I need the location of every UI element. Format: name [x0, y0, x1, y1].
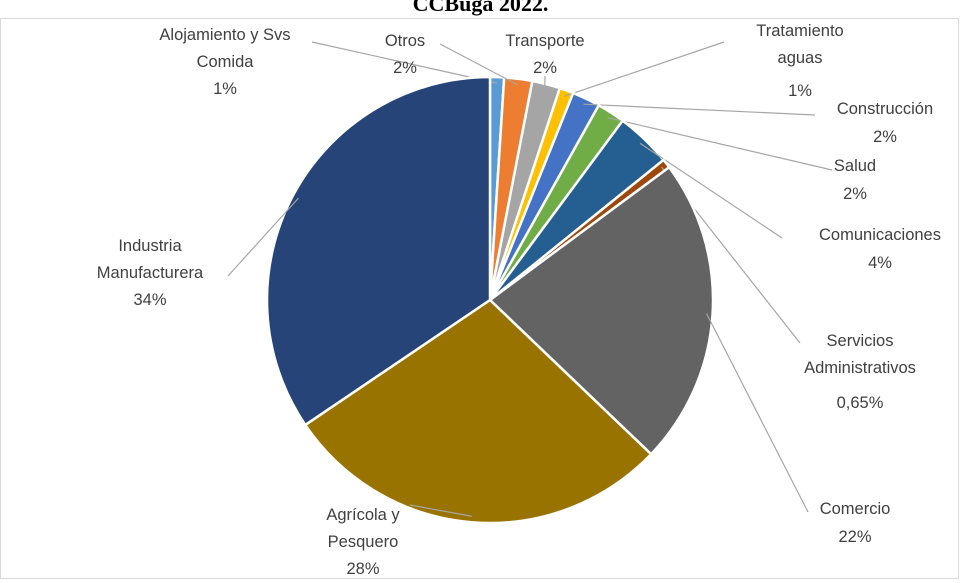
- slice-label: Agrícola y Pesquero: [308, 502, 418, 556]
- slice-label: Tratamiento aguas: [745, 18, 855, 72]
- slice-value-label: 2%: [805, 181, 905, 208]
- slice-label: Comunicaciones: [780, 222, 961, 249]
- leader-line: [584, 104, 815, 115]
- slice-label: Transporte: [445, 28, 645, 55]
- slice-value-label: 28%: [313, 556, 413, 583]
- slice-label: Comercio: [755, 496, 955, 523]
- slice-value-label: 2%: [495, 55, 595, 82]
- slice-value-label: 4%: [830, 250, 930, 277]
- slice-label: Alojamiento y Svs Comida: [138, 22, 313, 76]
- slice-value-label: 0,65%: [810, 390, 910, 417]
- slice-label: Industria Manufacturera: [83, 233, 218, 287]
- slice-value-label: 1%: [175, 76, 275, 103]
- slice-label: Construcción: [785, 96, 961, 123]
- slice-value-label: 22%: [805, 524, 905, 551]
- slice-label: Salud: [755, 153, 955, 180]
- slice-value-label: 34%: [100, 287, 200, 314]
- slice-label: Servicios Administrativos: [793, 328, 928, 382]
- slice-value-label: 2%: [355, 55, 455, 82]
- slice-value-label: 2%: [835, 124, 935, 151]
